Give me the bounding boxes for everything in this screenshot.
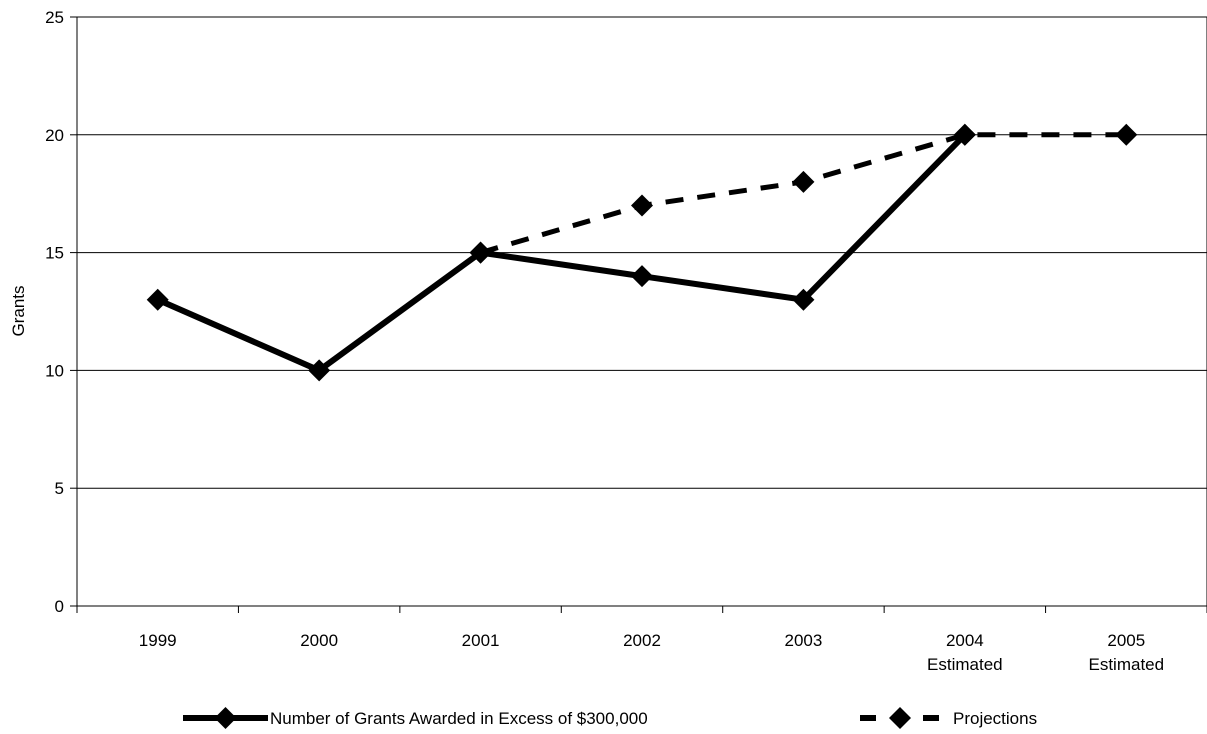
data-point-marker [631, 194, 653, 217]
data-point-marker [146, 288, 169, 311]
legend-label: Projections [953, 709, 1037, 728]
x-tick-label: 2001 [462, 631, 500, 650]
data-point-marker [953, 123, 976, 146]
data-point-marker [469, 241, 492, 264]
data-point-marker [308, 359, 331, 382]
gridlines [77, 134, 1207, 489]
series-line-1 [479, 132, 1127, 255]
y-tick-label: 15 [45, 244, 64, 263]
series-line-0 [156, 132, 968, 374]
data-point-marker [1115, 123, 1138, 146]
data-point-marker [792, 288, 815, 311]
series-projections [469, 123, 1138, 264]
y-axis-ticks: 0 5 10 15 20 25 [45, 8, 77, 616]
plot-frame [76, 16, 1207, 607]
legend-entry-projections: Projections [860, 707, 1037, 729]
plot-border [76, 16, 1207, 607]
x-tick-label: 2005 Estimated [1088, 631, 1164, 674]
y-tick-label: 25 [45, 8, 64, 27]
x-tick-label: 2003 [785, 631, 823, 650]
legend: Number of Grants Awarded in Excess of $3… [183, 707, 1037, 729]
series-grants-awarded [146, 123, 976, 382]
x-axis-ticks: 1999 2000 2001 2002 2003 2004 Estimated 2005 Est… [76, 606, 1207, 674]
y-tick-label: 20 [45, 126, 64, 145]
series-layer [146, 123, 1138, 382]
legend-swatch-marker [889, 707, 911, 729]
y-tick-label: 10 [45, 361, 64, 380]
x-tick-label: 1999 [139, 631, 177, 650]
data-point-marker [792, 170, 815, 193]
legend-entry-grants-awarded: Number of Grants Awarded in Excess of $3… [183, 707, 648, 729]
x-tick-label: 2000 [300, 631, 338, 650]
x-tick-label: 2004 Estimated [927, 631, 1003, 674]
legend-label: Number of Grants Awarded in Excess of $3… [270, 709, 648, 728]
x-tick-label: 2002 [623, 631, 661, 650]
legend-swatch-marker [214, 707, 237, 729]
data-point-marker [631, 265, 653, 288]
y-axis-title: Grants [9, 285, 28, 336]
y-tick-label: 0 [55, 597, 64, 616]
y-tick-label: 5 [55, 479, 64, 498]
